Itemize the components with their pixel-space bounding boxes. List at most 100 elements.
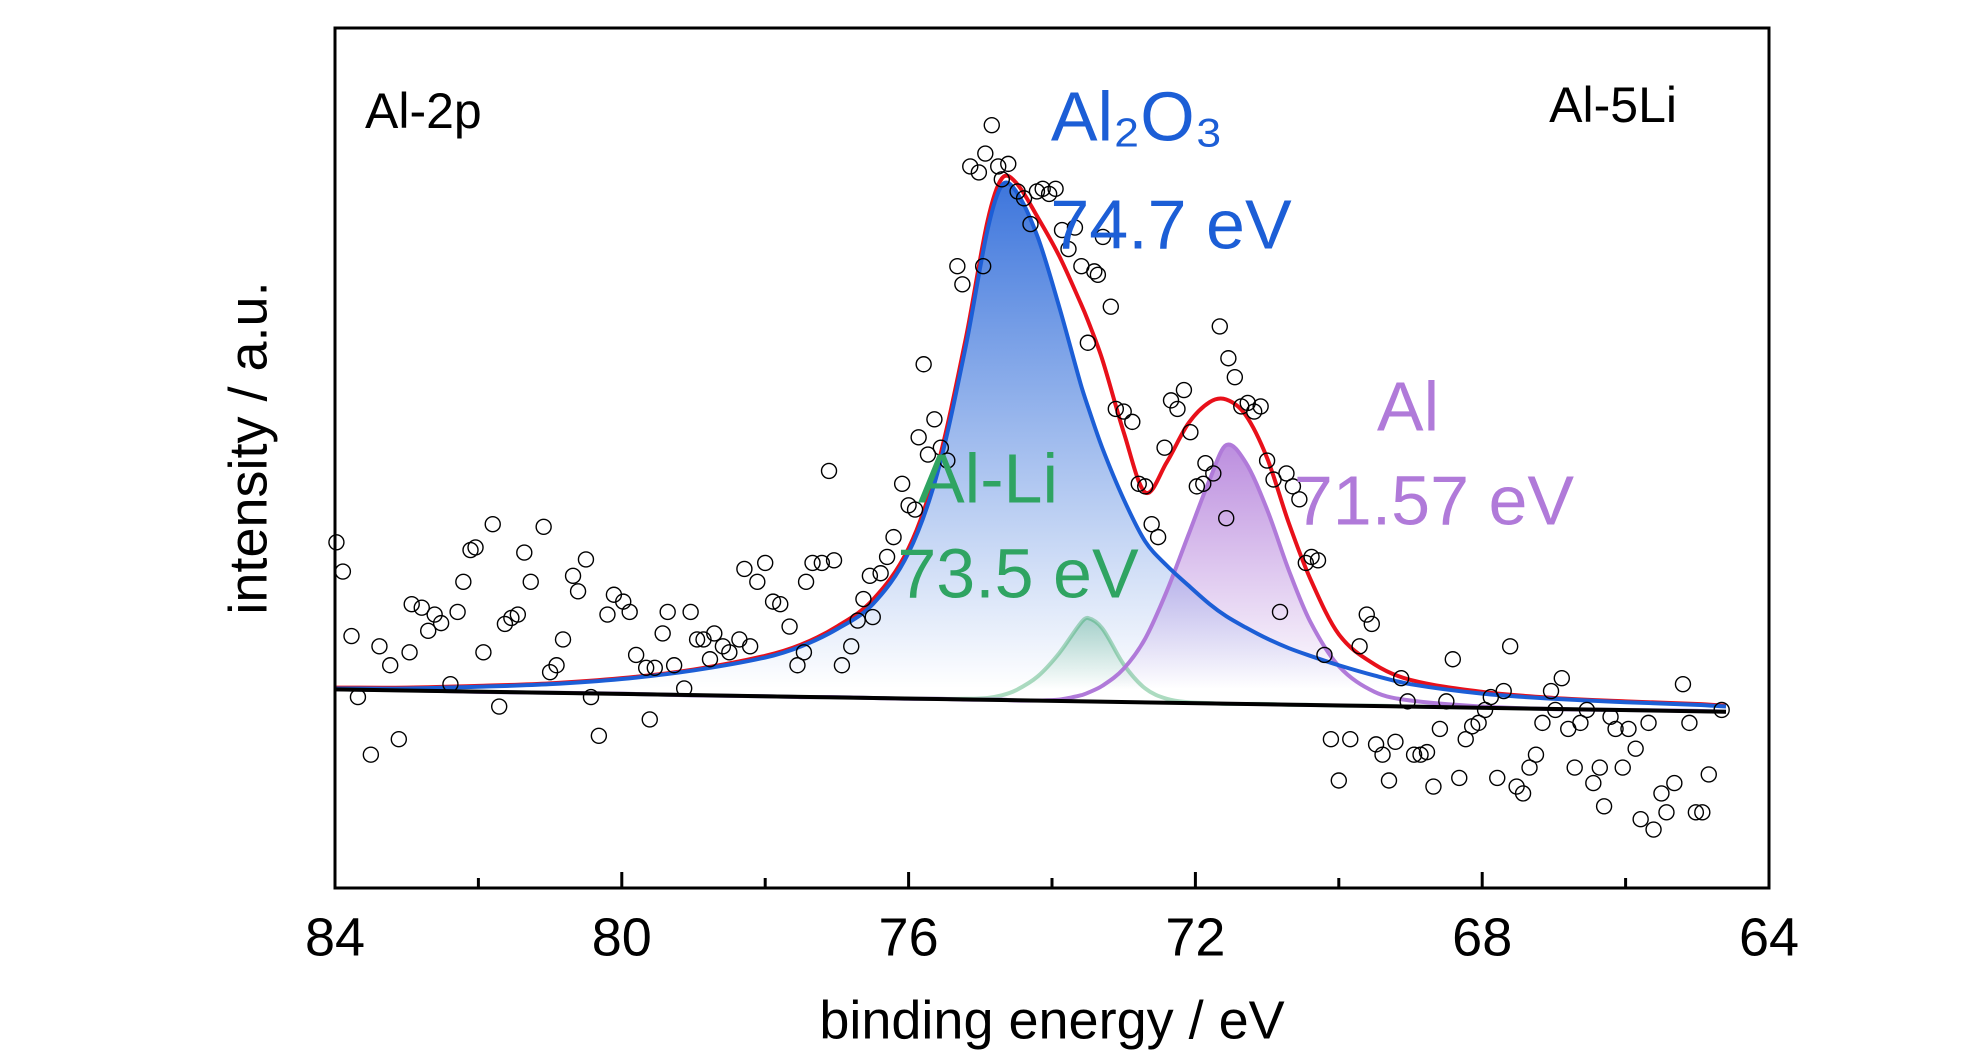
data-point bbox=[1470, 714, 1487, 732]
data-point bbox=[1284, 478, 1302, 495]
data-point bbox=[1713, 701, 1730, 719]
curve bbox=[335, 180, 1727, 709]
peak-energy: 73.5 eV bbox=[897, 534, 1139, 612]
data-point bbox=[467, 539, 484, 556]
data-point bbox=[915, 356, 932, 373]
peak-energy: 71.57 eV bbox=[1294, 461, 1575, 539]
data-point bbox=[1330, 772, 1348, 789]
peak-energy: 74.7 eV bbox=[1050, 185, 1292, 263]
data-point bbox=[872, 565, 889, 582]
data-point bbox=[1015, 190, 1033, 207]
data-point bbox=[1086, 263, 1103, 280]
data-point bbox=[420, 622, 437, 640]
data-point bbox=[795, 644, 813, 661]
data-point bbox=[403, 596, 420, 613]
data-point bbox=[1444, 651, 1462, 668]
data-point bbox=[682, 603, 699, 621]
data-point bbox=[654, 625, 671, 642]
data-point bbox=[731, 631, 748, 648]
x-tick-label: 80 bbox=[592, 907, 652, 967]
data-point bbox=[554, 631, 572, 648]
data-point bbox=[1137, 478, 1154, 495]
data-point bbox=[522, 573, 539, 591]
data-point bbox=[1392, 669, 1410, 687]
data-point bbox=[449, 603, 466, 621]
data-point bbox=[1053, 221, 1071, 239]
data-point bbox=[781, 618, 798, 635]
data-point bbox=[564, 567, 582, 585]
data-point bbox=[1547, 701, 1564, 719]
data-point bbox=[343, 627, 360, 645]
data-point bbox=[509, 606, 527, 623]
data-point bbox=[1607, 720, 1624, 738]
curves bbox=[335, 173, 1727, 714]
data-point bbox=[833, 657, 851, 674]
x-tick-label: 64 bbox=[1739, 907, 1799, 967]
data-point bbox=[688, 631, 706, 648]
data-point bbox=[1585, 774, 1602, 792]
data-point bbox=[804, 554, 821, 572]
data-point bbox=[637, 659, 655, 677]
data-point bbox=[974, 258, 992, 275]
data-point bbox=[919, 446, 937, 463]
data-point bbox=[1143, 516, 1160, 533]
data-point bbox=[849, 612, 866, 629]
data-point bbox=[1358, 606, 1375, 623]
data-point bbox=[1681, 714, 1698, 732]
data-point bbox=[1542, 682, 1560, 700]
data-point bbox=[1226, 368, 1244, 386]
data-point bbox=[1291, 491, 1308, 508]
data-point bbox=[413, 599, 430, 616]
data-point bbox=[1297, 554, 1315, 572]
data-point bbox=[496, 615, 514, 633]
data-point bbox=[582, 688, 600, 706]
data-point bbox=[1399, 693, 1416, 710]
data-point bbox=[362, 746, 380, 763]
data-point bbox=[442, 675, 459, 693]
data-point bbox=[939, 452, 956, 469]
data-point bbox=[977, 145, 994, 162]
data-point bbox=[1438, 693, 1455, 710]
data-point bbox=[390, 731, 408, 748]
data-point bbox=[1653, 785, 1670, 802]
data-point bbox=[706, 625, 723, 642]
data-point bbox=[843, 638, 860, 655]
data-point bbox=[1374, 746, 1391, 763]
data-point bbox=[949, 258, 966, 275]
x-tick-label: 84 bbox=[305, 907, 365, 967]
data-point bbox=[1351, 638, 1368, 655]
data-point bbox=[954, 276, 971, 293]
x-axis-label: binding energy / eV bbox=[819, 990, 1284, 1050]
data-point bbox=[577, 551, 595, 568]
data-point bbox=[569, 583, 587, 600]
data-point bbox=[970, 164, 988, 181]
data-point bbox=[1079, 334, 1097, 351]
data-point bbox=[1687, 804, 1705, 821]
data-point bbox=[1514, 785, 1532, 802]
data-point bbox=[1169, 400, 1186, 418]
data-point bbox=[749, 573, 766, 591]
data-point bbox=[1211, 318, 1228, 335]
data-point bbox=[516, 544, 533, 561]
data-point bbox=[401, 644, 418, 661]
data-point bbox=[861, 567, 879, 585]
data-point bbox=[1089, 266, 1107, 284]
data-point bbox=[797, 573, 815, 591]
data-points bbox=[328, 116, 1730, 838]
data-point bbox=[757, 554, 774, 572]
data-point bbox=[1431, 720, 1449, 738]
data-point bbox=[1149, 528, 1167, 546]
data-point bbox=[878, 548, 896, 566]
data-point bbox=[1115, 403, 1132, 420]
data-point bbox=[1418, 743, 1436, 761]
data-point bbox=[659, 603, 676, 621]
data-point bbox=[855, 590, 872, 608]
data-point bbox=[1674, 675, 1692, 693]
peak-name: Al-Li bbox=[918, 439, 1058, 517]
data-point bbox=[382, 657, 399, 674]
data-point bbox=[1258, 452, 1276, 469]
data-point bbox=[1614, 759, 1631, 776]
data-point bbox=[1521, 759, 1538, 776]
peak-name: Al₂O₃ bbox=[1051, 77, 1223, 155]
